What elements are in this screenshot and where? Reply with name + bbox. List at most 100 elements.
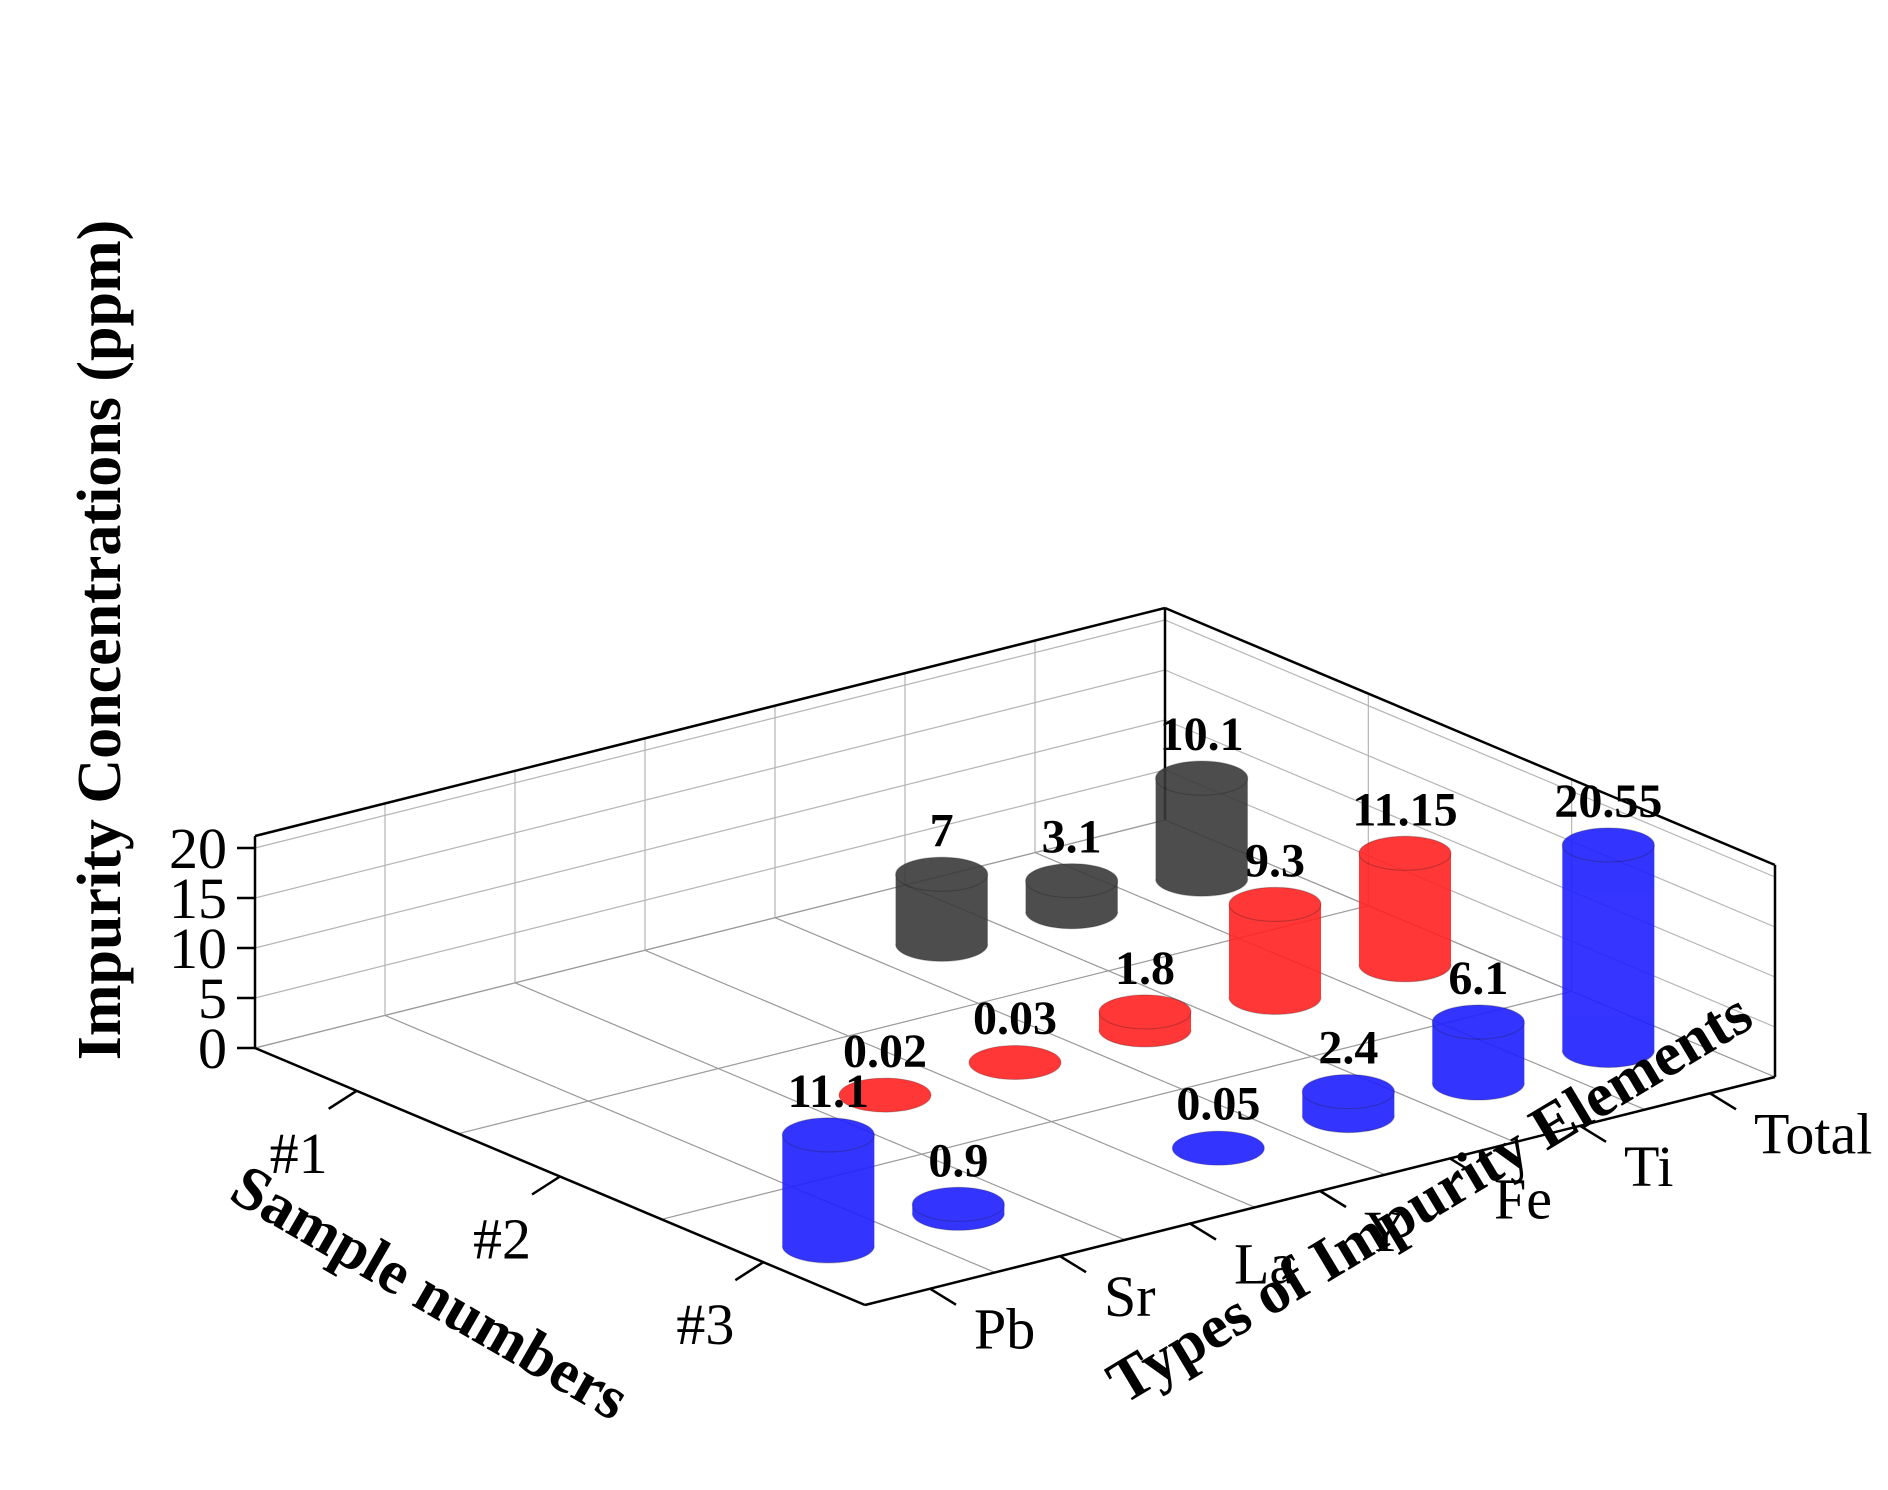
data-label: 0.03 [973, 992, 1057, 1045]
bar [781, 1117, 875, 1264]
back-panels [254, 606, 1777, 1078]
frame-edge [1164, 606, 1776, 867]
bar [1228, 886, 1322, 1015]
bars [781, 760, 1655, 1264]
y-tick-label: La [1234, 1232, 1295, 1297]
bar-body [1562, 844, 1655, 1068]
bar-bottom-edge [1301, 1115, 1395, 1134]
floor-grid-line [1164, 819, 1776, 1078]
floor-grid-line [514, 982, 1126, 1241]
bar-body [1155, 778, 1248, 897]
floor-grid-line [904, 884, 1516, 1143]
x-tick-label: #1 [270, 1121, 328, 1186]
x-tick-label: #2 [473, 1207, 531, 1272]
y-tick-label: Ti [1624, 1134, 1674, 1199]
grid-line [254, 769, 1166, 999]
y-tick [1319, 1189, 1347, 1209]
z-tick-label: 0 [198, 1016, 227, 1081]
bar-bottom-edge [1025, 911, 1119, 930]
bar-top [1358, 835, 1452, 871]
bar-bottom-edge [781, 1245, 875, 1264]
bar [838, 1077, 932, 1113]
floor-grid-line [458, 905, 1369, 1135]
grid-line [1164, 769, 1776, 1028]
data-label: 9.3 [1245, 834, 1305, 887]
grid-line [254, 619, 1166, 849]
x-axis-title: Sample numbers [220, 1152, 640, 1434]
grid-line [254, 669, 1166, 899]
bar-top [1155, 760, 1249, 796]
grid-line [1164, 719, 1776, 978]
y-tick-label: Sr [1104, 1264, 1156, 1329]
y-tick [1189, 1222, 1217, 1241]
data-label: 0.05 [1176, 1078, 1260, 1131]
bar [895, 856, 989, 962]
bar [1431, 1004, 1525, 1101]
bar [1358, 835, 1452, 983]
bar-disc [968, 1045, 1062, 1080]
y-tick-label: Pb [974, 1297, 1035, 1362]
floor-grid-line [774, 917, 1386, 1176]
z-tick-label: 20 [169, 816, 227, 881]
bar-body [1432, 1022, 1525, 1101]
grid-line [1164, 619, 1776, 878]
grid-line [1164, 669, 1776, 928]
bar-bottom-edge [1358, 964, 1452, 983]
bar-top [1098, 994, 1192, 1030]
bar-top [1561, 827, 1655, 863]
floor-grid-line [254, 819, 1166, 1049]
axes [237, 836, 1776, 1307]
bar [1561, 827, 1655, 1069]
x-tick [327, 1089, 358, 1110]
bar [1171, 1130, 1265, 1166]
data-label: 0.02 [843, 1025, 927, 1078]
bar [1155, 760, 1249, 897]
bar-bottom-edge [911, 1213, 1005, 1231]
bar-top [1301, 1073, 1395, 1110]
z-tick-label: 5 [198, 966, 227, 1031]
data-label: 11.15 [1352, 783, 1457, 836]
bar [1301, 1073, 1395, 1134]
floor-grid-line [384, 1014, 996, 1273]
data-label: 6.1 [1448, 952, 1508, 1005]
bar-top [1431, 1004, 1525, 1040]
z-tick-label: 15 [169, 866, 227, 931]
bar-body [1359, 853, 1451, 982]
y-tick-label: Total [1754, 1101, 1872, 1166]
x-tick-label: #3 [676, 1292, 734, 1357]
bar-body [782, 1134, 875, 1263]
bar [911, 1186, 1005, 1231]
data-label: 7 [930, 804, 954, 857]
data-label: 3.1 [1042, 811, 1102, 864]
bar-bottom-edge [1098, 1029, 1192, 1048]
bar-top [911, 1186, 1005, 1222]
data-label: 11.1 [788, 1065, 869, 1118]
data-label: 10.1 [1160, 708, 1244, 761]
bar [1025, 863, 1119, 930]
floor-grid-line [1034, 852, 1646, 1111]
y-tick-label: Fe [1494, 1166, 1552, 1231]
bar-bottom-edge [1155, 879, 1249, 897]
data-labels: 10.1 3.1 11.15 7 9.3 20.55 1.8 6.1 0.03 2.4 0.02 0.… [788, 708, 1663, 1187]
z-tick-label: 10 [169, 916, 227, 981]
bar-top [895, 856, 989, 892]
data-label: 20.55 [1554, 775, 1662, 828]
y-tick-label: Y [1364, 1199, 1406, 1264]
grid-line [254, 719, 1166, 949]
floor-grid-line [644, 949, 1256, 1208]
bar-bottom-edge [895, 944, 989, 962]
data-label: 1.8 [1115, 942, 1175, 995]
bar-top [1228, 886, 1322, 922]
bar-body [895, 874, 988, 962]
z-axis-title: Impurity Concentrations (ppm) [66, 220, 134, 1060]
x-tick [734, 1261, 765, 1282]
bar-bottom-edge [1228, 997, 1322, 1015]
bar-top [1025, 863, 1119, 899]
data-label: 2.4 [1318, 1022, 1378, 1075]
y-tick [1579, 1124, 1607, 1143]
x-tick [531, 1175, 561, 1196]
bar [968, 1045, 1062, 1080]
bar-disc [838, 1077, 932, 1113]
data-label: 0.9 [928, 1134, 988, 1187]
